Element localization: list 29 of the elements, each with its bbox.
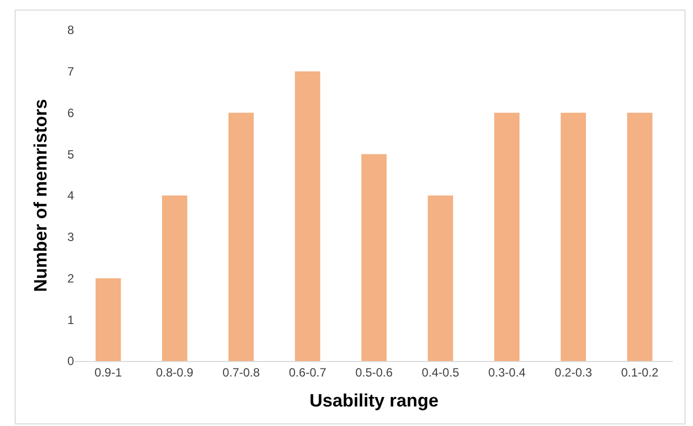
y-axis-title: Number of memristors	[30, 98, 51, 292]
bar	[428, 196, 454, 361]
x-tick-label: 0.1-0.2	[621, 365, 659, 380]
x-tick-label: 0.2-0.3	[554, 365, 592, 380]
y-tick-label: 6	[67, 106, 74, 120]
x-tick-label: 0.7-0.8	[222, 365, 260, 380]
x-tick-label: 0.8-0.9	[156, 365, 194, 380]
x-axis-title: Usability range	[309, 390, 439, 410]
y-tick-label: 1	[67, 312, 74, 327]
bar	[294, 71, 320, 361]
x-tick-label: 0.3-0.4	[488, 365, 526, 380]
bar	[96, 278, 121, 361]
x-tick-label: 0.9-1	[94, 365, 122, 380]
y-tick-label: 5	[67, 147, 74, 162]
y-tick-label: 8	[67, 23, 74, 38]
bar	[228, 112, 254, 361]
bar	[627, 112, 652, 361]
bar	[162, 196, 188, 361]
bar	[560, 112, 586, 361]
y-tick-label: 2	[67, 271, 74, 286]
y-tick-label: 0	[67, 354, 74, 368]
y-tick-label: 4	[67, 188, 74, 203]
y-tick-label: 3	[67, 230, 74, 244]
x-tick-label: 0.4-0.5	[422, 365, 460, 380]
bar	[361, 154, 387, 361]
x-tick-label: 0.5-0.6	[355, 365, 394, 380]
bar	[494, 112, 520, 361]
x-tick-label: 0.6-0.7	[288, 365, 327, 380]
y-tick-label: 7	[67, 64, 74, 79]
